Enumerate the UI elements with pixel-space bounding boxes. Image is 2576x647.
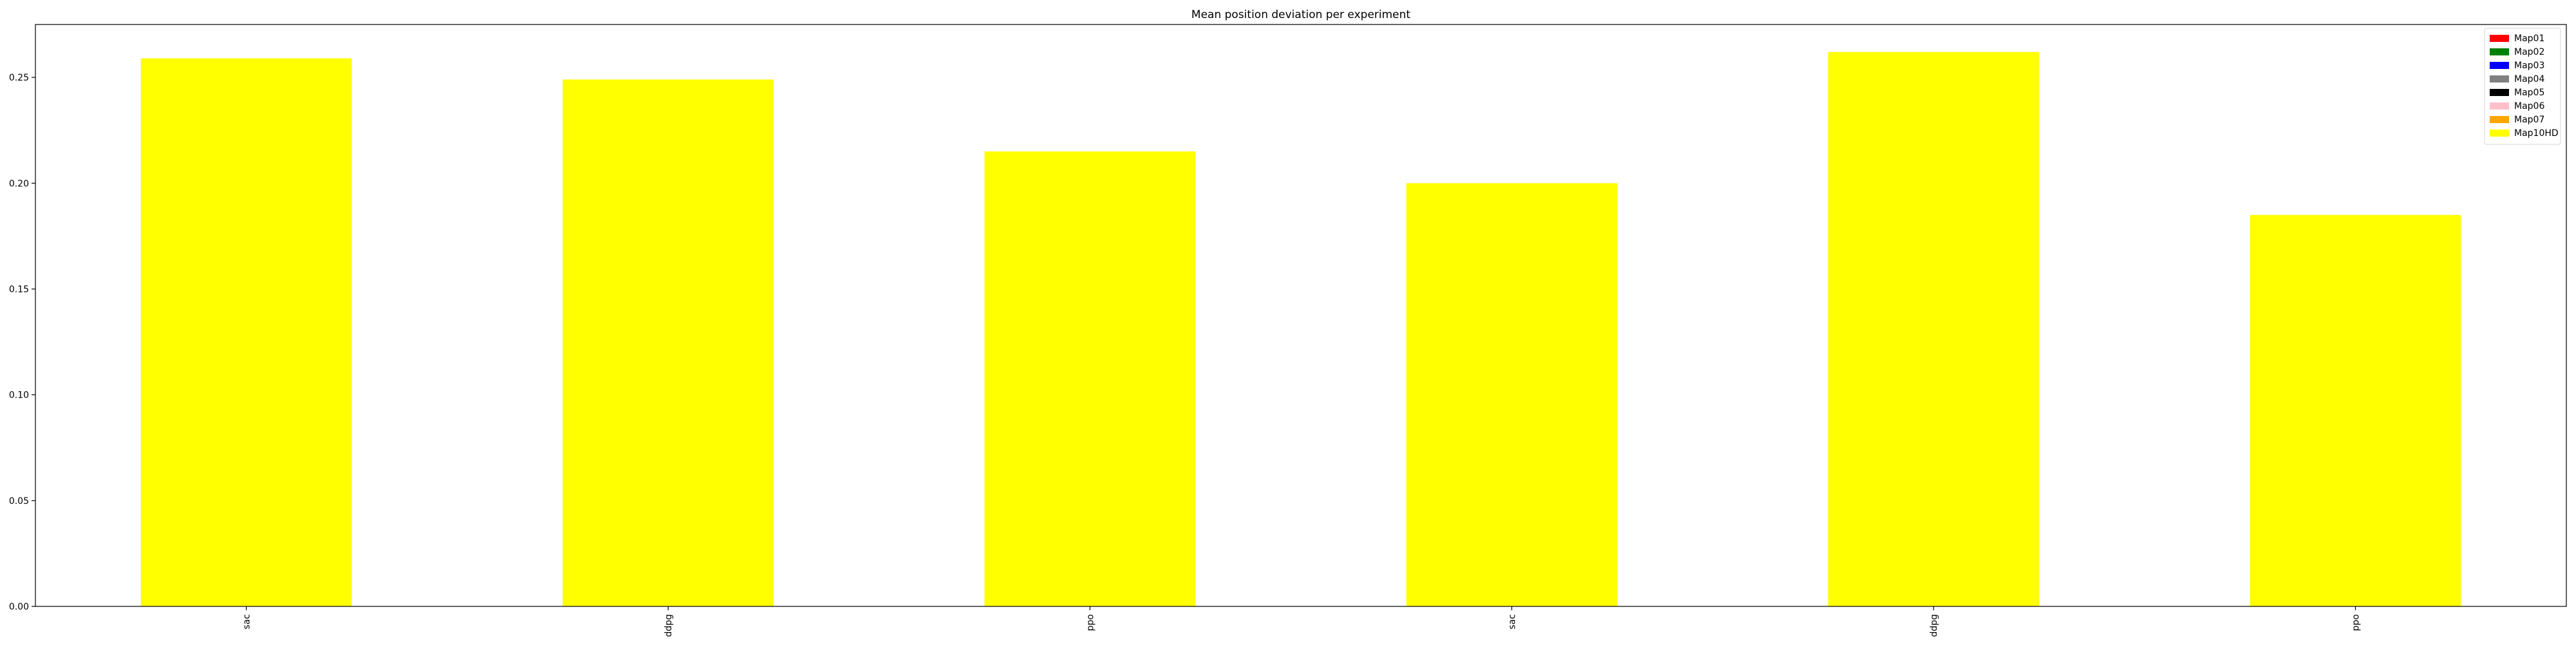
y-tick-label: 0.00 bbox=[9, 602, 29, 612]
x-tick-label: ddpg bbox=[664, 614, 674, 637]
legend-box bbox=[2484, 28, 2561, 145]
legend: Map01 Map02 Map03 Map04 Map05 Map06 Map07 Map10… bbox=[2484, 28, 2561, 145]
x-tick-label: ppo bbox=[2351, 614, 2362, 631]
legend-swatch bbox=[2490, 62, 2509, 69]
legend-swatch bbox=[2490, 75, 2509, 82]
legend-label: Map01 bbox=[2514, 34, 2544, 44]
legend-label: Map03 bbox=[2514, 61, 2544, 71]
x-tick-label: sac bbox=[1508, 614, 1518, 630]
legend-swatch bbox=[2490, 48, 2509, 55]
y-tick-label: 0.25 bbox=[9, 73, 29, 83]
plot-frame bbox=[35, 24, 2567, 607]
bar-4 bbox=[1406, 183, 1618, 607]
legend-label: Map02 bbox=[2514, 47, 2544, 57]
legend-label: Map06 bbox=[2514, 101, 2544, 111]
bar-3 bbox=[984, 151, 1196, 606]
legend-swatch bbox=[2490, 35, 2509, 42]
x-tick-label: ppo bbox=[1086, 614, 1096, 631]
legend-swatch bbox=[2490, 89, 2509, 96]
y-axis: 0.00 0.05 0.10 0.15 0.20 0.25 bbox=[9, 73, 35, 612]
y-tick-label: 0.10 bbox=[9, 391, 29, 401]
legend-label: Map10HD bbox=[2514, 128, 2559, 139]
chart-title: Mean position deviation per experiment bbox=[1191, 8, 1411, 21]
x-tick-label: ddpg bbox=[1929, 614, 1940, 637]
bar-2 bbox=[562, 79, 774, 607]
bar-1 bbox=[140, 58, 352, 606]
x-axis: sac ddpg ppo sac ddpg ppo bbox=[242, 606, 2362, 637]
x-tick-label: sac bbox=[242, 614, 252, 630]
bar-6 bbox=[2249, 215, 2461, 606]
legend-label: Map05 bbox=[2514, 88, 2544, 98]
y-tick-label: 0.15 bbox=[9, 284, 29, 295]
legend-label: Map04 bbox=[2514, 74, 2544, 84]
bar-5 bbox=[1828, 52, 2040, 607]
y-tick-label: 0.05 bbox=[9, 496, 29, 507]
legend-swatch bbox=[2490, 116, 2509, 123]
legend-swatch bbox=[2490, 130, 2509, 137]
legend-swatch bbox=[2490, 102, 2509, 110]
y-tick-label: 0.20 bbox=[9, 179, 29, 189]
legend-label: Map07 bbox=[2514, 115, 2544, 125]
bars-layer bbox=[140, 52, 2461, 607]
